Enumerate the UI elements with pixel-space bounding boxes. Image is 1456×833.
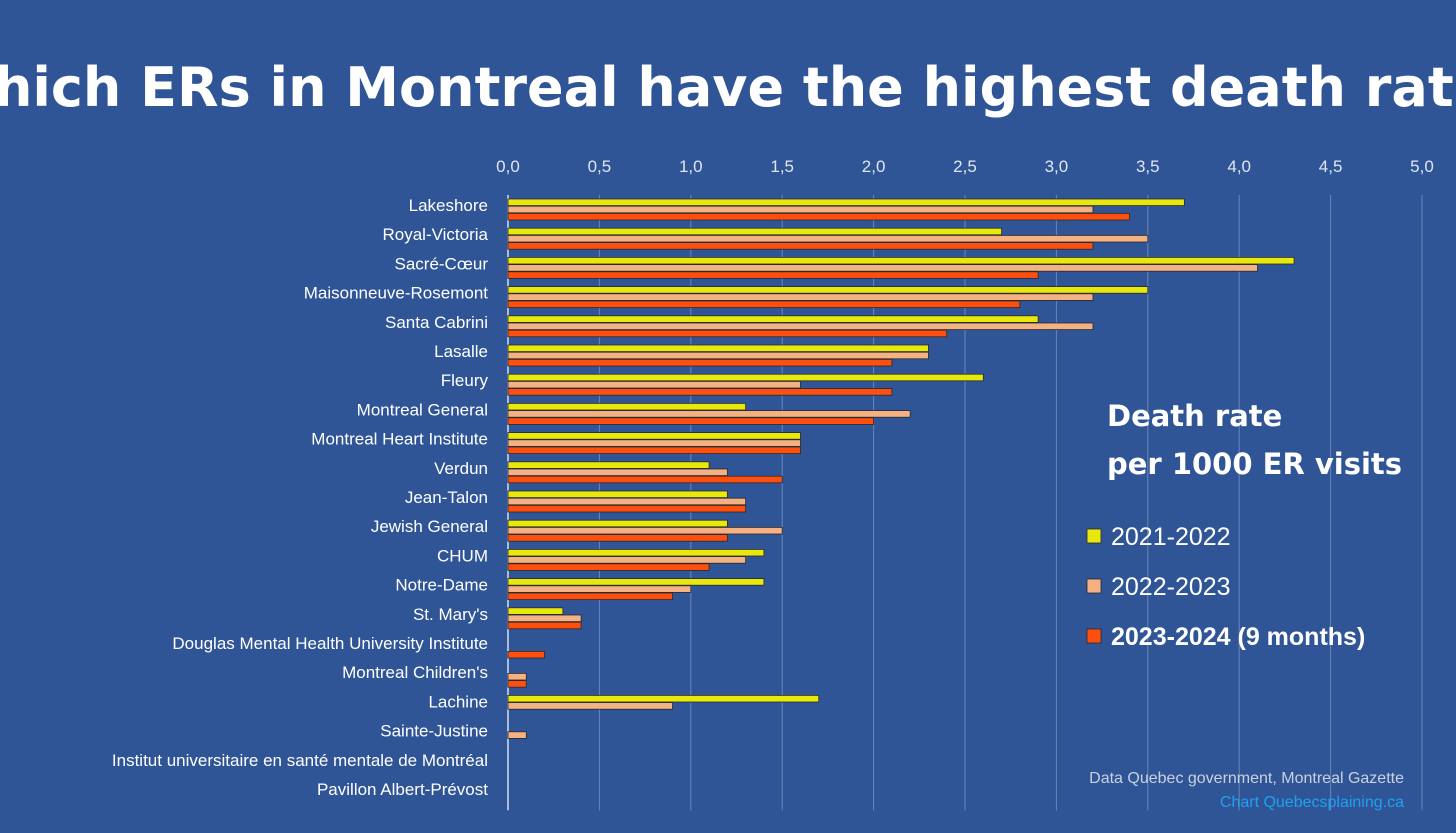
bar [507, 439, 801, 447]
bar [507, 527, 783, 535]
category-label: Maisonneuve-Rosemont [304, 284, 489, 303]
bar [507, 322, 1094, 330]
x-tick-label: 1,0 [679, 157, 703, 176]
category-label: Sacré-Cœur [394, 254, 488, 273]
x-tick-label: 1,5 [770, 157, 794, 176]
bar [507, 563, 710, 571]
bar [507, 256, 1295, 265]
bar [507, 621, 582, 630]
category-label: Verdun [434, 459, 488, 478]
x-tick-label: 0,0 [496, 157, 520, 176]
chart-title: Which ERs in Montreal have the highest d… [0, 56, 1456, 119]
bar [507, 329, 948, 338]
category-label: Jewish General [371, 517, 488, 536]
bar [507, 680, 527, 688]
bars [507, 198, 1295, 739]
bar [507, 695, 820, 703]
category-label: Fleury [441, 371, 489, 390]
category-label: Montreal Children's [342, 663, 488, 682]
x-tick-label: 2,0 [862, 157, 886, 176]
bar [507, 504, 747, 513]
x-tick-label: 5,0 [1410, 157, 1434, 176]
chart-credit: Chart Quebecsplaining.ca [1220, 794, 1404, 811]
bar [507, 468, 728, 476]
x-axis-ticks: 0,0 0,5 1,0 1,5 2,0 2,5 3,0 3,5 4,0 4,5 5,0 [496, 157, 1434, 176]
bar [507, 651, 545, 659]
bar [507, 702, 673, 710]
bar [507, 315, 1039, 323]
bar [507, 271, 1039, 279]
bar [507, 614, 582, 622]
category-label: Notre-Dame [395, 576, 488, 595]
bar [507, 198, 1185, 206]
legend-label: 2022-2023 [1111, 573, 1231, 601]
bar [507, 592, 673, 600]
x-tick-label: 4,5 [1319, 157, 1343, 176]
bar [507, 234, 1149, 243]
bar [507, 344, 929, 352]
bar [507, 585, 692, 593]
bar [507, 380, 801, 389]
category-label: CHUM [437, 546, 488, 565]
category-label: Santa Cabrini [385, 313, 488, 332]
bar [507, 490, 728, 498]
bar [507, 497, 747, 506]
bar [507, 556, 747, 564]
category-label: Lakeshore [409, 196, 488, 215]
bar [507, 227, 1002, 236]
bar [507, 475, 783, 484]
bar [507, 731, 527, 739]
category-label: Pavillon Albert-Prévost [317, 780, 488, 799]
bar [507, 461, 710, 469]
x-tick-label: 3,0 [1045, 157, 1069, 176]
bar [507, 264, 1258, 272]
category-label: Douglas Mental Health University Institu… [172, 634, 488, 653]
bar [507, 205, 1094, 214]
bar [507, 432, 801, 440]
category-label: Montreal General [357, 400, 488, 419]
bar [507, 402, 747, 411]
bar [507, 417, 875, 425]
bar [507, 607, 564, 615]
category-label: Lachine [428, 692, 488, 711]
legend-swatch [1086, 628, 1102, 644]
bar [507, 242, 1094, 250]
legend-swatch [1086, 578, 1102, 594]
category-labels: Lakeshore Royal-Victoria Sacré-Cœur Maisonn… [112, 196, 489, 799]
x-tick-label: 4,0 [1227, 157, 1251, 176]
source-note: Data Quebec government, Montreal Gazette [1089, 770, 1404, 787]
category-label: Institut universitaire en santé mentale … [112, 751, 488, 770]
bar [507, 673, 527, 681]
bar [507, 578, 765, 586]
category-label: Jean-Talon [405, 488, 488, 507]
x-tick-label: 0,5 [588, 157, 612, 176]
bar [507, 358, 893, 367]
bar [507, 373, 984, 382]
bar [507, 286, 1149, 294]
legend-swatch [1086, 528, 1102, 544]
bar [507, 212, 1130, 221]
legend-title: Death rate per 1000 ER visits [1107, 399, 1402, 481]
bar [507, 300, 1021, 308]
bar [507, 549, 765, 557]
legend-label: 2021-2022 [1111, 523, 1231, 551]
x-tick-label: 2,5 [953, 157, 977, 176]
category-label: Montreal Heart Institute [311, 430, 488, 449]
bar [507, 446, 801, 454]
bar [507, 534, 728, 542]
category-label: St. Mary's [413, 605, 488, 624]
category-label: Royal-Victoria [382, 225, 488, 244]
category-label: Lasalle [434, 342, 488, 361]
bar [507, 388, 893, 396]
x-tick-label: 3,5 [1136, 157, 1160, 176]
legend-label: 2023-2024 (9 months) [1111, 623, 1365, 651]
legend: Death rate per 1000 ER visits 2021-2022 202… [1086, 399, 1402, 651]
bar [507, 410, 911, 418]
bar [507, 351, 929, 360]
bar [507, 519, 728, 528]
bar [507, 293, 1094, 301]
category-label: Sainte-Justine [380, 722, 488, 741]
